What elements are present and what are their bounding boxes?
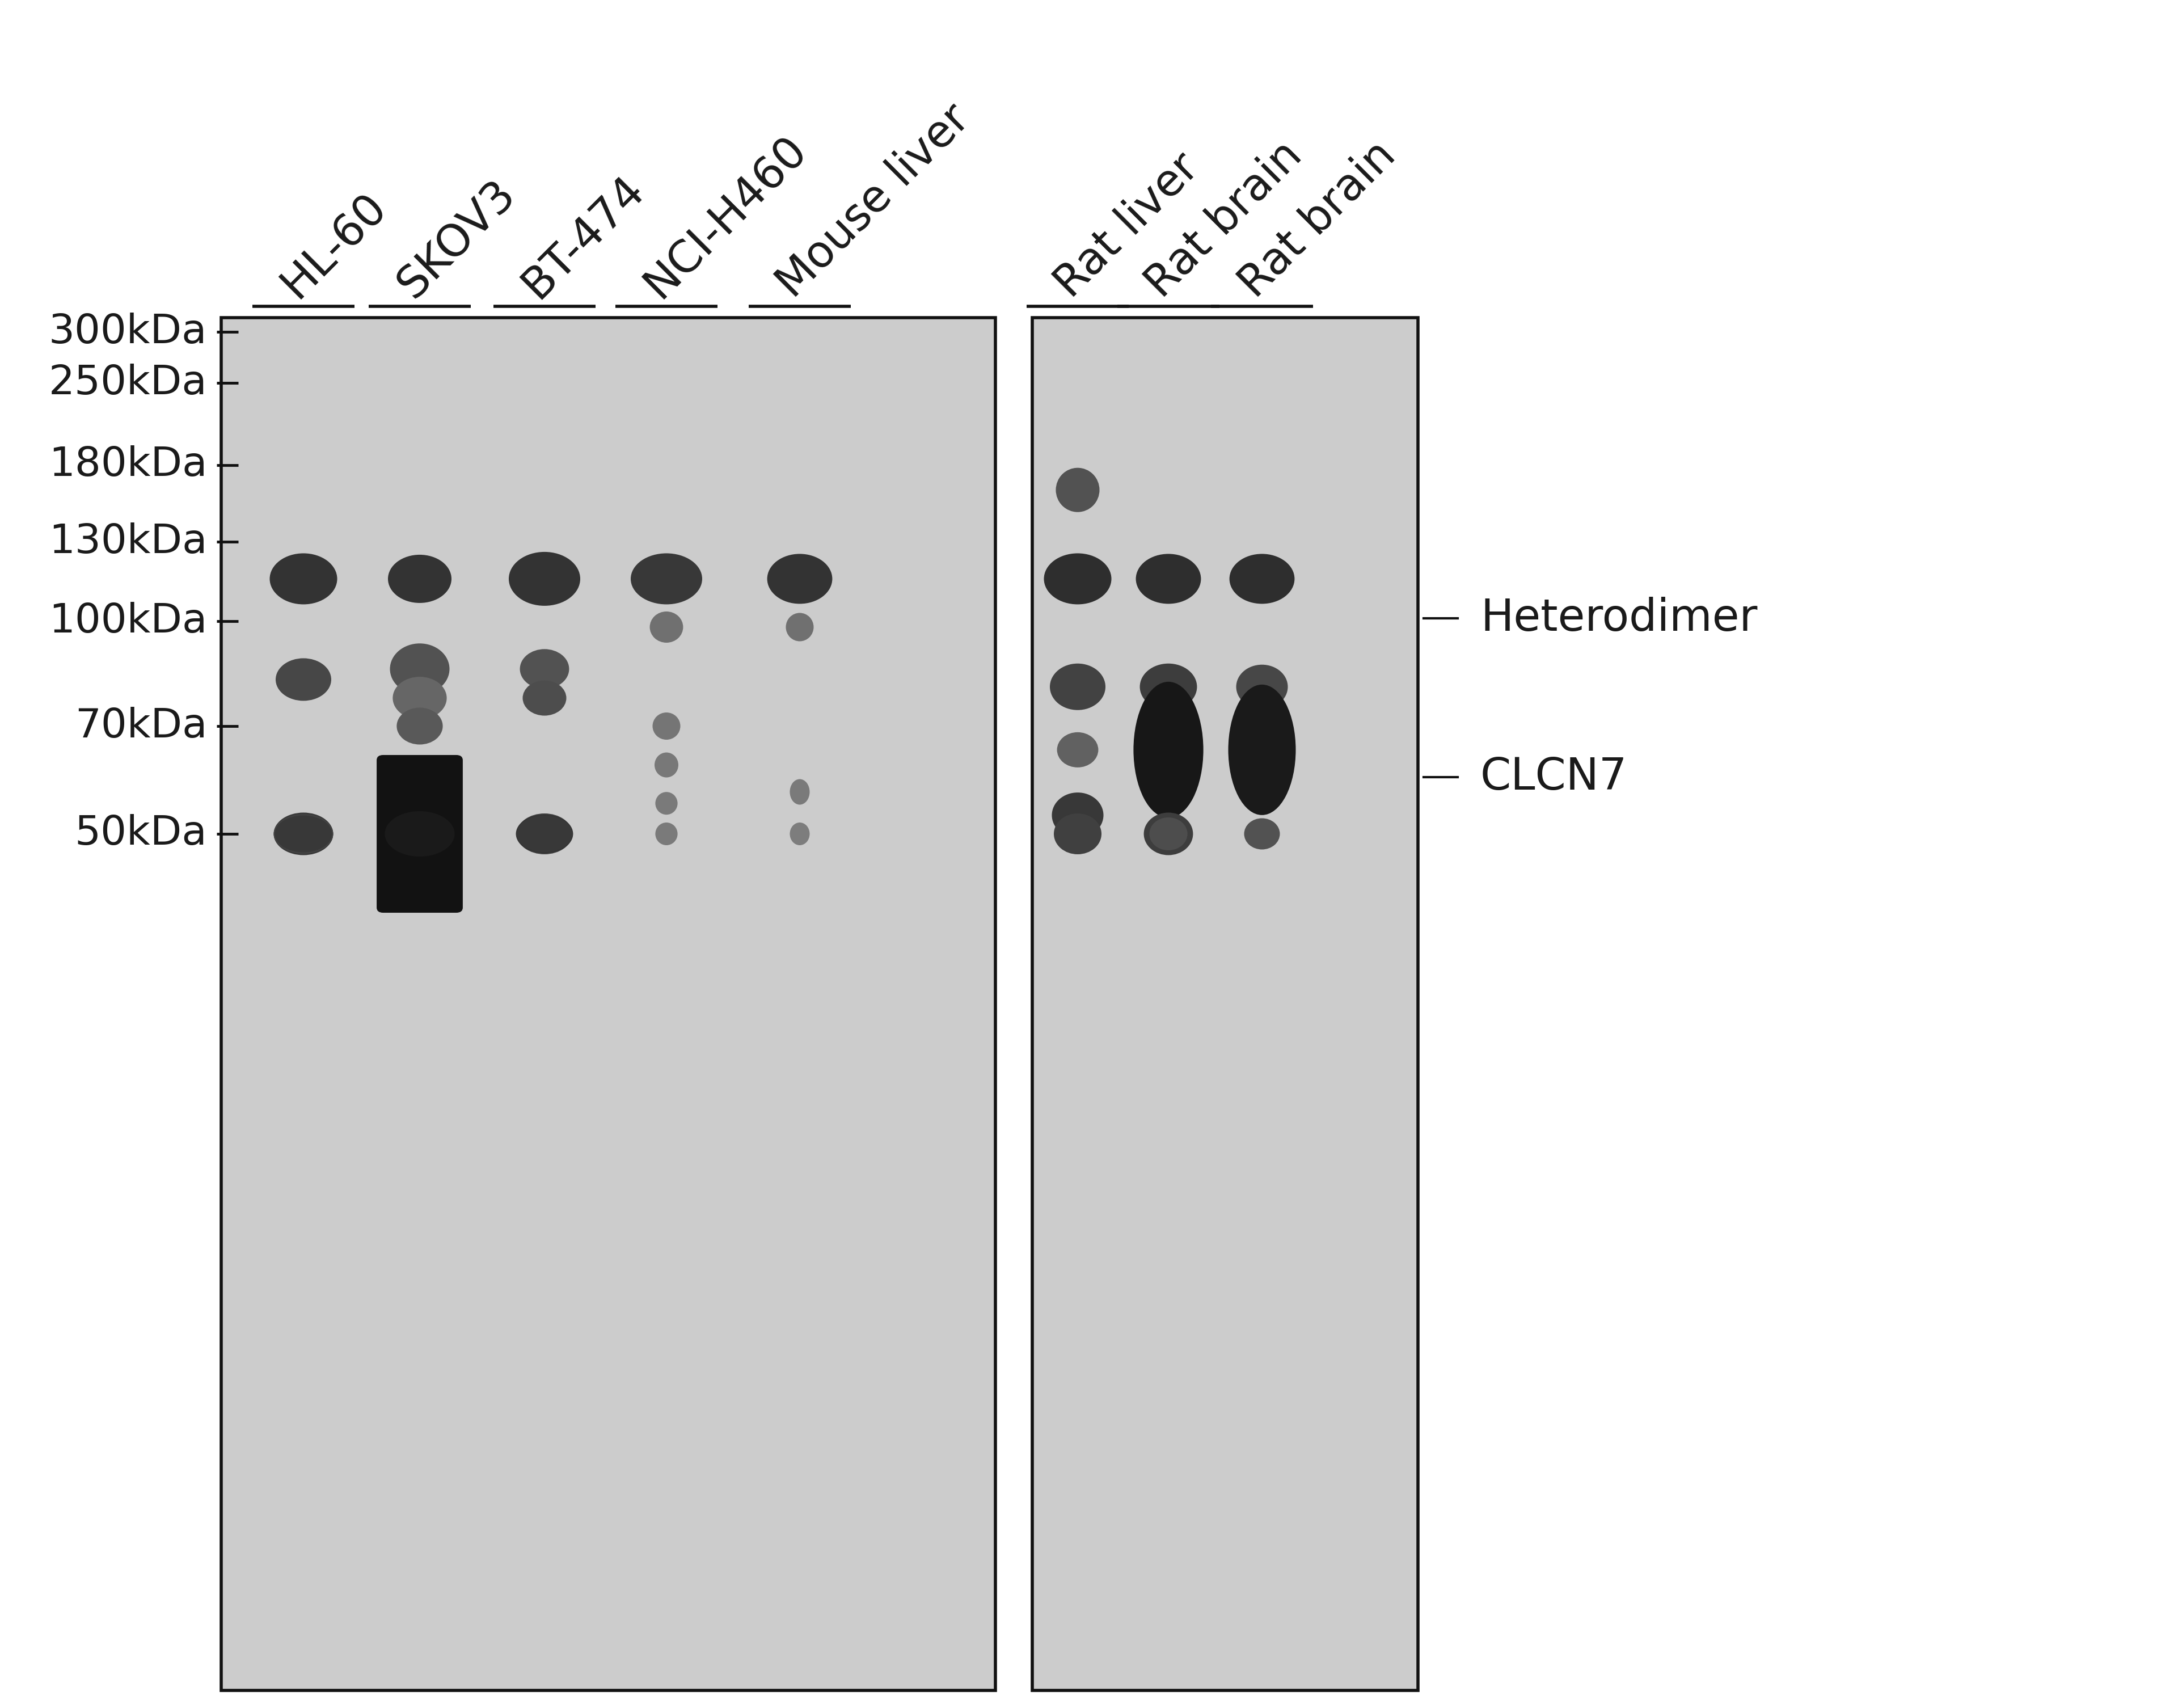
Text: NCI-H460: NCI-H460 <box>636 128 815 306</box>
Ellipse shape <box>1139 663 1198 711</box>
Ellipse shape <box>1050 663 1106 711</box>
Text: HL-60: HL-60 <box>272 184 394 306</box>
Text: 250kDa: 250kDa <box>48 364 207 403</box>
Ellipse shape <box>401 760 438 791</box>
Ellipse shape <box>786 613 815 640</box>
Text: Rat liver: Rat liver <box>1048 145 1207 306</box>
Ellipse shape <box>270 553 338 605</box>
Text: 50kDa: 50kDa <box>74 815 207 854</box>
Ellipse shape <box>510 552 579 606</box>
Text: Heterodimer: Heterodimer <box>1481 596 1758 640</box>
Text: 300kDa: 300kDa <box>48 313 207 352</box>
Ellipse shape <box>396 707 442 745</box>
Ellipse shape <box>274 815 333 854</box>
Ellipse shape <box>1237 664 1287 709</box>
Ellipse shape <box>386 811 455 856</box>
Ellipse shape <box>521 649 568 688</box>
Ellipse shape <box>649 611 684 642</box>
Ellipse shape <box>791 823 810 845</box>
Ellipse shape <box>1052 793 1104 839</box>
Ellipse shape <box>656 793 677 815</box>
Ellipse shape <box>1054 813 1102 854</box>
Ellipse shape <box>1137 553 1200 605</box>
Ellipse shape <box>516 815 573 852</box>
Ellipse shape <box>1228 685 1296 815</box>
Ellipse shape <box>274 815 331 852</box>
Bar <box>1032 318 1418 1691</box>
Text: CLCN7: CLCN7 <box>1481 755 1627 799</box>
Ellipse shape <box>1133 681 1202 818</box>
FancyBboxPatch shape <box>377 755 462 912</box>
Ellipse shape <box>1056 733 1098 767</box>
Text: SKOV3: SKOV3 <box>390 173 523 306</box>
Ellipse shape <box>1244 818 1281 849</box>
Ellipse shape <box>277 658 331 700</box>
Text: 100kDa: 100kDa <box>48 601 207 640</box>
Ellipse shape <box>388 555 451 603</box>
Text: Rat brain: Rat brain <box>1137 133 1311 306</box>
Ellipse shape <box>390 644 449 695</box>
Ellipse shape <box>656 753 677 777</box>
Ellipse shape <box>1228 553 1294 605</box>
Ellipse shape <box>392 676 446 719</box>
Text: Mouse liver: Mouse liver <box>769 97 978 306</box>
Text: 70kDa: 70kDa <box>74 707 207 746</box>
Ellipse shape <box>516 813 573 854</box>
Ellipse shape <box>1143 813 1194 856</box>
Text: 180kDa: 180kDa <box>48 446 207 485</box>
Ellipse shape <box>274 813 333 856</box>
Ellipse shape <box>656 823 677 845</box>
Ellipse shape <box>791 779 810 804</box>
Ellipse shape <box>653 712 680 740</box>
Ellipse shape <box>632 553 701 605</box>
Text: 130kDa: 130kDa <box>48 523 207 562</box>
Text: Rat brain: Rat brain <box>1231 133 1405 306</box>
Ellipse shape <box>516 815 573 854</box>
Ellipse shape <box>523 680 566 716</box>
Ellipse shape <box>1056 468 1100 512</box>
Text: BT-474: BT-474 <box>514 167 653 306</box>
Ellipse shape <box>767 553 832 605</box>
Ellipse shape <box>1043 553 1111 605</box>
Bar <box>222 318 995 1691</box>
Ellipse shape <box>1150 818 1187 851</box>
